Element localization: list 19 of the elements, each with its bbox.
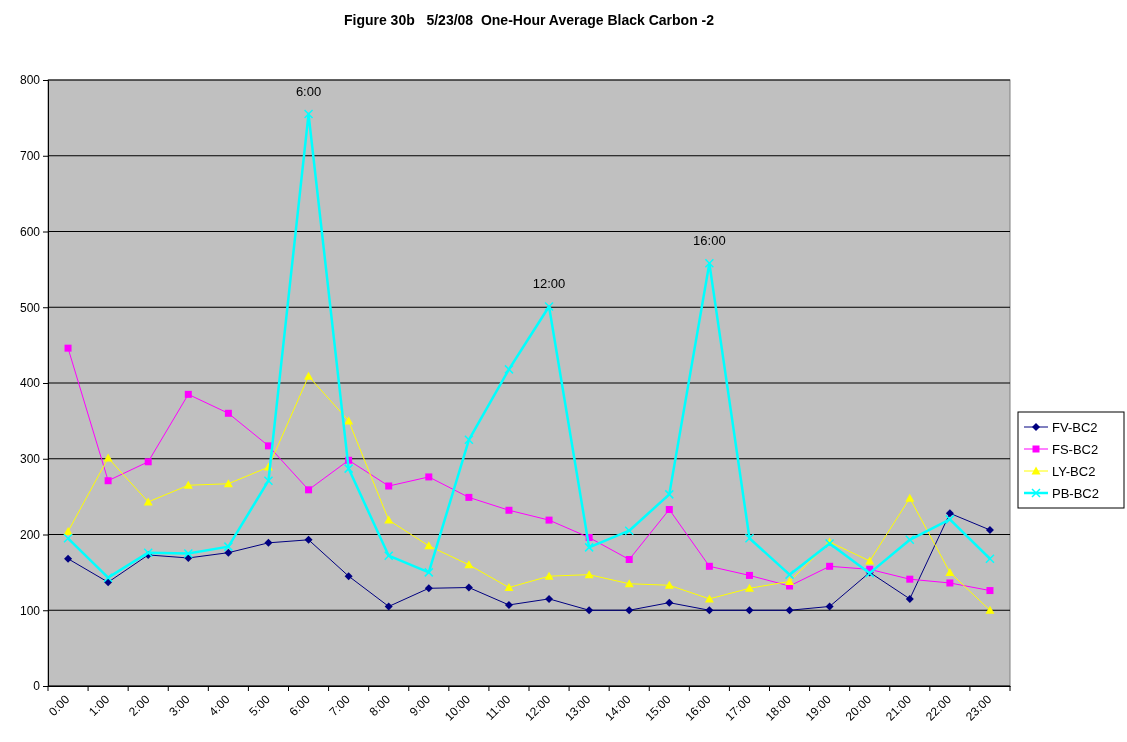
y-tick-label: 200 [19, 527, 41, 542]
x-tick-label: 7:00 [326, 692, 354, 719]
y-tick-label: 100 [19, 603, 41, 618]
y-tick-label: 0 [33, 679, 41, 694]
y-tick-label: 800 [19, 73, 41, 88]
legend-label: FS-BC2 [1052, 441, 1099, 457]
legend-label: FV-BC2 [1052, 419, 1098, 435]
y-tick-label: 400 [19, 376, 41, 391]
annotation: 6:00 [295, 84, 322, 100]
x-tick-label: 4:00 [206, 692, 233, 719]
y-tick-label: 300 [19, 452, 41, 467]
annotation: 12:00 [532, 276, 566, 292]
chart-title: Figure 30b 5/23/08 One-Hour Average Black Carbon -2 [343, 12, 715, 28]
y-tick-label: 600 [19, 224, 41, 239]
annotation: 16:00 [693, 233, 726, 249]
legend-label: PB-BC2 [1052, 485, 1099, 501]
y-tick-label: 500 [19, 300, 41, 315]
legend-label: LY-BC2 [1052, 463, 1096, 479]
y-tick-label: 700 [19, 149, 41, 164]
